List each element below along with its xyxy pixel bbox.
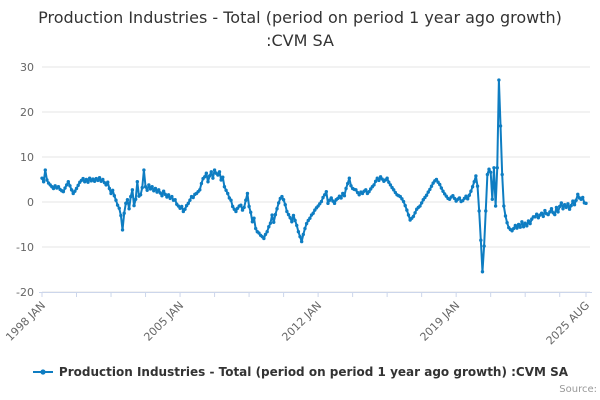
legend-label: Production Industries - Total (period on…: [58, 365, 569, 379]
series-line-marker-icon: [32, 369, 53, 375]
x-axis-labels: 1998 JAN 2005 JAN 2012 JAN 2019 JAN 2025 AUG: [3, 299, 592, 348]
source-credit: Source:: [559, 384, 597, 395]
series-markers: [40, 78, 588, 274]
svg-text:-10: -10: [16, 241, 34, 254]
svg-text:-20: -20: [16, 286, 34, 299]
svg-text:0: 0: [27, 196, 34, 209]
svg-text:2005 JAN: 2005 JAN: [141, 299, 186, 344]
legend-item[interactable]: Production Industries - Total (period on…: [0, 365, 600, 379]
svg-text:20: 20: [20, 106, 34, 119]
series-line: [41, 79, 587, 273]
svg-text:30: 30: [20, 61, 34, 74]
svg-text:2025 AUG: 2025 AUG: [544, 299, 593, 348]
y-axis-labels: 30 20 10 0 -10 -20: [16, 61, 34, 299]
chart-title: Production Industries - Total (period on…: [38, 8, 562, 51]
svg-text:1998 JAN: 1998 JAN: [3, 299, 48, 344]
y-gridlines: [42, 66, 590, 293]
svg-text:10: 10: [20, 151, 34, 164]
svg-text:2012 JAN: 2012 JAN: [279, 299, 324, 344]
svg-text:2019 JAN: 2019 JAN: [418, 299, 463, 344]
x-axis: [39, 292, 592, 297]
